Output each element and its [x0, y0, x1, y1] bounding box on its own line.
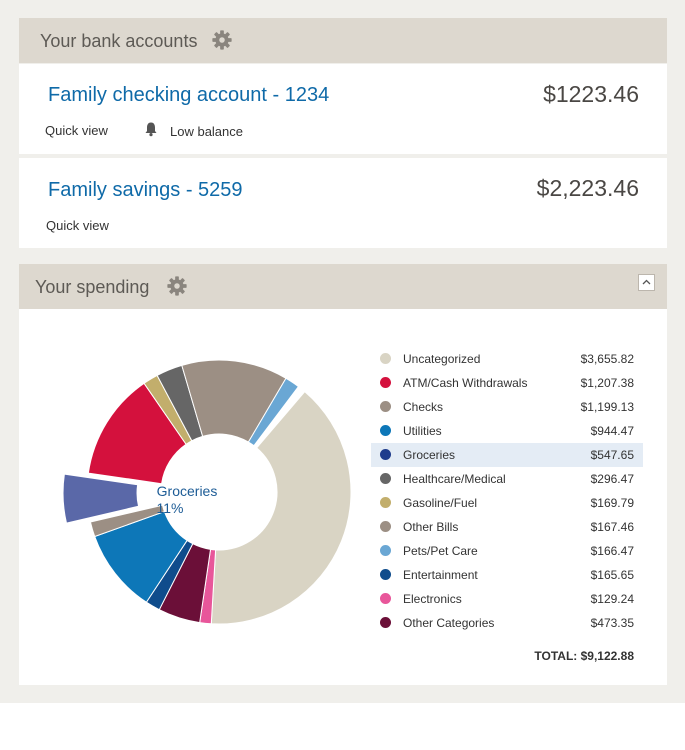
legend-swatch: [380, 521, 391, 532]
legend-item[interactable]: Electronics $129.24: [371, 587, 643, 611]
legend-amount: $166.47: [590, 544, 634, 558]
legend-amount: $944.47: [590, 424, 634, 438]
legend-item[interactable]: Uncategorized $3,655.82: [371, 347, 643, 371]
donut-slice[interactable]: [210, 390, 352, 625]
legend-label: Groceries: [403, 448, 456, 462]
legend-label: Pets/Pet Care: [403, 544, 478, 558]
legend-item[interactable]: Other Bills $167.46: [371, 515, 643, 539]
legend-amount: $547.65: [590, 448, 634, 462]
legend-item[interactable]: Healthcare/Medical $296.47: [371, 467, 643, 491]
legend-amount: $129.24: [590, 592, 634, 606]
low-balance-alert: Low balance: [170, 124, 243, 139]
legend-amount: $1,207.38: [580, 376, 634, 390]
legend-swatch: [380, 377, 391, 388]
legend-label: Healthcare/Medical: [403, 472, 506, 486]
legend-item[interactable]: Groceries $547.65: [371, 443, 643, 467]
legend-label: Other Categories: [403, 616, 495, 630]
legend-swatch: [380, 593, 391, 604]
legend-swatch: [380, 353, 391, 364]
account-card-checking: Family checking account - 1234 $1223.46 …: [19, 64, 667, 154]
legend-item[interactable]: Entertainment $165.65: [371, 563, 643, 587]
legend-swatch: [380, 449, 391, 460]
legend-amount: $473.35: [590, 616, 634, 630]
account-name-link[interactable]: Family savings - 5259: [48, 179, 243, 201]
chevron-up-icon: [642, 279, 651, 285]
legend-amount: $165.65: [590, 568, 634, 582]
donut-center-percent: 11%: [157, 500, 184, 516]
legend-swatch: [380, 569, 391, 580]
spending-total: TOTAL: $9,122.88: [534, 649, 634, 663]
spending-header: Your spending: [19, 264, 667, 309]
legend-amount: $167.46: [590, 520, 634, 534]
legend-label: Utilities: [403, 424, 442, 438]
legend-swatch: [380, 545, 391, 556]
accounts-header: Your bank accounts: [19, 18, 667, 63]
gear-icon[interactable]: [166, 275, 188, 297]
legend-amount: $1,199.13: [580, 400, 634, 414]
legend-label: Electronics: [403, 592, 462, 606]
legend-label: ATM/Cash Withdrawals: [403, 376, 528, 390]
gear-icon[interactable]: [211, 29, 233, 51]
legend-item[interactable]: Utilities $944.47: [371, 419, 643, 443]
legend-swatch: [380, 497, 391, 508]
spending-donut-chart[interactable]: Groceries 11%: [19, 309, 371, 685]
legend-label: Other Bills: [403, 520, 459, 534]
quick-view-link[interactable]: Quick view: [46, 218, 109, 233]
legend-item[interactable]: Checks $1,199.13: [371, 395, 643, 419]
legend-swatch: [380, 473, 391, 484]
legend-amount: $3,655.82: [580, 352, 634, 366]
legend-swatch: [380, 401, 391, 412]
spending-card: Groceries 11% Uncategorized $3,655.82 ATM/…: [19, 309, 667, 685]
legend-item[interactable]: Pets/Pet Care $166.47: [371, 539, 643, 563]
dashboard-frame: Your bank accounts Family checking accou…: [0, 0, 685, 703]
legend-amount: $296.47: [590, 472, 634, 486]
legend-item[interactable]: ATM/Cash Withdrawals $1,207.38: [371, 371, 643, 395]
legend-label: Gasoline/Fuel: [403, 496, 478, 510]
donut-slice[interactable]: [89, 504, 166, 538]
legend-label: Entertainment: [403, 568, 478, 582]
account-balance: $1223.46: [543, 81, 639, 107]
account-balance: $2,223.46: [536, 175, 639, 201]
donut-center-label: Groceries: [157, 483, 218, 499]
legend-item[interactable]: Other Categories $473.35: [371, 611, 643, 635]
legend-label: Checks: [403, 400, 444, 414]
spending-legend: Uncategorized $3,655.82 ATM/Cash Withdrawa…: [371, 347, 643, 635]
legend-swatch: [380, 425, 391, 436]
account-name-link[interactable]: Family checking account - 1234: [48, 84, 330, 106]
quick-view-link[interactable]: Quick view: [45, 123, 108, 138]
legend-label: Uncategorized: [403, 352, 481, 366]
donut-slice[interactable]: [247, 377, 300, 447]
bell-icon: [145, 122, 157, 137]
account-card-savings: Family savings - 5259 $2,223.46 Quick vi…: [19, 158, 667, 248]
donut-slice[interactable]: [62, 473, 140, 524]
spending-title: Your spending: [35, 277, 150, 297]
accounts-title: Your bank accounts: [40, 31, 198, 51]
collapse-button[interactable]: [638, 274, 655, 291]
legend-amount: $169.79: [590, 496, 634, 510]
legend-item[interactable]: Gasoline/Fuel $169.79: [371, 491, 643, 515]
legend-swatch: [380, 617, 391, 628]
